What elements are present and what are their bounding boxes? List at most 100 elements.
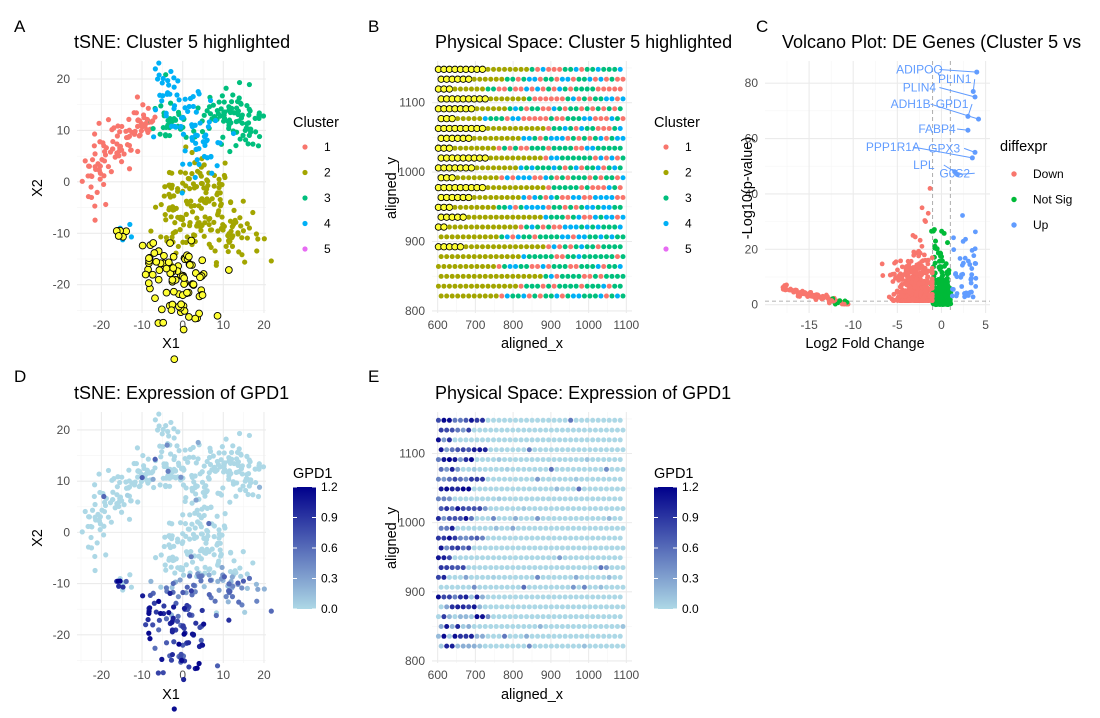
spot-expression (535, 574, 541, 580)
spot-cluster-2 (457, 263, 463, 269)
spot-cluster-2 (460, 234, 466, 240)
point-cluster-2 (255, 236, 261, 242)
spot-expression (502, 457, 508, 463)
spot-cluster-4 (592, 194, 598, 200)
spot-expression (446, 614, 452, 620)
spot-expression (598, 623, 604, 629)
spot-cluster-2 (477, 76, 483, 82)
point-expression (240, 483, 246, 489)
point-expression (236, 446, 242, 452)
spot-cluster-3 (570, 273, 576, 279)
volcano-point-not-sig (943, 261, 949, 267)
spot-expression (590, 535, 596, 541)
spot-expression (468, 574, 474, 580)
point-expression (118, 509, 125, 515)
spot-expression (554, 643, 560, 649)
point-cluster-2 (194, 215, 200, 221)
spot-cluster-1 (554, 254, 560, 260)
point-expression (94, 540, 100, 546)
spot-expression (573, 555, 579, 561)
spot-expression (513, 555, 519, 561)
point-cluster-4 (171, 75, 177, 81)
spot-expression (535, 496, 541, 502)
spot-expression (466, 525, 472, 531)
spot-expression (592, 623, 598, 629)
spot-expression (557, 476, 563, 482)
spot-cluster-4 (609, 194, 615, 200)
volcano-point-not-sig (929, 228, 935, 234)
spot-cluster-3 (603, 254, 609, 260)
spot-expression (468, 594, 474, 600)
point-expression (171, 466, 177, 472)
spot-expression (590, 515, 596, 521)
chart-title-a: tSNE: Cluster 5 highlighted (74, 32, 290, 52)
point-expression (197, 521, 203, 527)
spot-cluster-3 (584, 125, 590, 131)
spot-expression (601, 535, 607, 541)
point-cluster-2 (219, 214, 225, 220)
spot-cluster-4 (543, 214, 549, 220)
spot-expression (606, 633, 612, 639)
spot-expression (601, 614, 607, 620)
spot-cluster-2 (485, 66, 491, 72)
point-expression (250, 560, 256, 566)
spot-expression (559, 565, 565, 571)
spot-expression (460, 506, 466, 512)
spot-cluster-4 (535, 204, 541, 210)
point-expression (189, 631, 196, 637)
spot-expression (521, 525, 527, 531)
spot-expression (601, 437, 607, 443)
x-tick-label-b: 700 (465, 318, 485, 332)
point-cluster-4 (128, 234, 135, 240)
point-expression (182, 447, 188, 453)
spot-expression (620, 506, 626, 512)
point-expression (196, 553, 202, 559)
spot-expression (488, 506, 494, 512)
spot-cluster-2 (457, 204, 463, 210)
x-tick-label-a: 10 (217, 318, 231, 332)
point-cluster-2 (191, 185, 198, 191)
spot-cluster-3 (617, 204, 623, 210)
spot-expression (474, 594, 480, 600)
colorbar-label: 0.9 (321, 511, 338, 525)
spot-expression (474, 633, 480, 639)
point-expression (147, 605, 153, 611)
gene-label-g0s2: G0S2 (939, 166, 970, 180)
spot-expression (532, 604, 538, 610)
spot-expression (477, 466, 483, 472)
spot-cluster-2 (532, 214, 538, 220)
point-expression (135, 499, 141, 505)
spot-cluster-3 (529, 283, 535, 289)
spot-expression (559, 545, 565, 551)
spot-cluster-4 (587, 76, 593, 82)
spot-expression (526, 584, 532, 590)
spot-expression (590, 457, 596, 463)
spot-expression (449, 447, 455, 453)
legend-key-cluster-2 (302, 169, 308, 176)
spot-cluster-5-highlighted (465, 134, 473, 142)
spot-expression (479, 555, 485, 561)
colorbar-label: 1.2 (321, 480, 338, 494)
spot-cluster-3 (584, 244, 590, 250)
point-cluster-2 (187, 186, 193, 192)
x-axis-label-a: X1 (162, 336, 180, 352)
spot-expression (479, 574, 485, 580)
point-cluster-5-highlighted (169, 252, 178, 261)
spot-expression (562, 515, 568, 521)
legend-key-cluster-3 (663, 195, 669, 201)
point-expression (188, 588, 194, 594)
spot-expression (617, 417, 623, 423)
spot-cluster-3 (488, 116, 494, 122)
spot-cluster-4 (562, 125, 568, 131)
spot-expression (548, 466, 554, 472)
spot-expression (565, 525, 571, 531)
point-expression (167, 590, 173, 596)
point-cluster-2 (189, 149, 195, 156)
point-expression (89, 507, 96, 513)
spot-cluster-1 (612, 106, 618, 112)
spot-expression (524, 476, 530, 482)
spot-cluster-3 (579, 224, 585, 230)
spot-expression (612, 496, 618, 502)
point-cluster-2 (206, 221, 212, 228)
point-cluster-3 (201, 112, 207, 118)
